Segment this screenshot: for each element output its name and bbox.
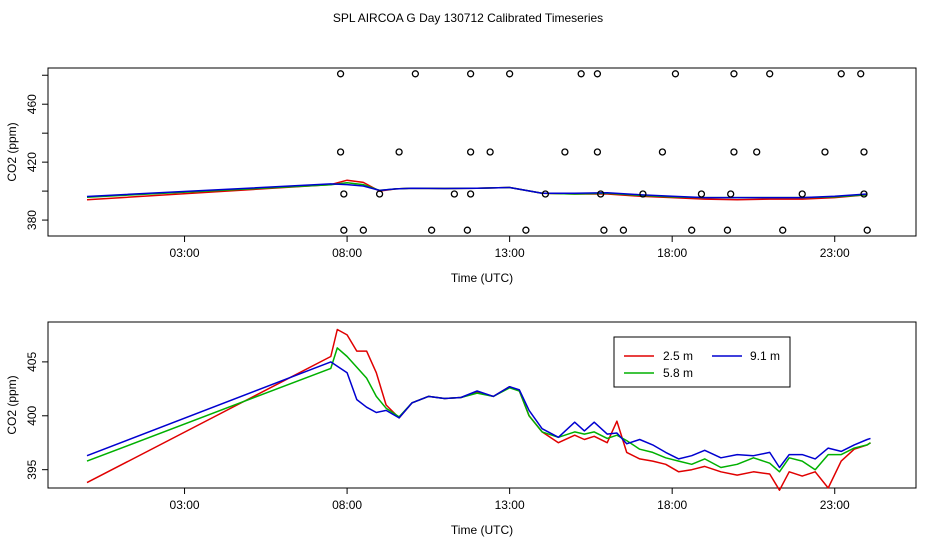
calibration-point: [697, 190, 706, 198]
top-y-tick-label: 420: [25, 152, 39, 172]
bottom-panel: 03:00 08:00 13:00 18:00 23:00 395 400 405 Time…: [5, 321, 917, 537]
calibration-point: [821, 148, 829, 156]
top-x-tick-label: 23:00: [820, 246, 850, 260]
bottom-y-axis-label: CO2 (ppm): [5, 375, 19, 434]
bottom-y-tick-label: 400: [25, 405, 39, 425]
calibration-point: [505, 70, 514, 78]
top-plot-frame: [47, 67, 917, 237]
calibration-point: [730, 148, 738, 156]
bottom-x-axis-label: Time (UTC): [451, 523, 513, 537]
calibration-point: [600, 226, 608, 234]
calibration-point: [658, 148, 667, 156]
calibration-point: [619, 226, 628, 234]
top-x-tick-label: 18:00: [657, 246, 687, 260]
bottom-plot-frame: [47, 321, 917, 489]
calibration-point: [593, 148, 602, 156]
calibration-point: [730, 70, 738, 78]
legend-label-5-8m: 5.8 m: [663, 366, 693, 380]
calibration-point: [541, 190, 550, 198]
calibration-point: [597, 190, 605, 198]
calibration-point: [860, 148, 868, 156]
calibration-point: [766, 70, 774, 78]
bottom-x-tick-label: 08:00: [332, 498, 362, 512]
bottom-y-tick-label: 405: [25, 352, 39, 372]
bottom-x-tick-label: 13:00: [495, 498, 525, 512]
bottom-x-tick-label: 03:00: [170, 498, 200, 512]
calibration-point: [463, 226, 472, 234]
calibration-point: [340, 190, 348, 198]
calibration-point: [395, 148, 403, 156]
calibration-point: [427, 226, 436, 234]
legend-label-9-1m: 9.1 m: [750, 349, 780, 363]
calibration-point: [863, 226, 871, 234]
calibration-point: [466, 148, 475, 156]
calibration-point: [561, 148, 569, 156]
bottom-series-line-5-8-m: [86, 347, 871, 473]
calibration-point: [450, 190, 459, 198]
calibration-point: [466, 190, 475, 198]
calibration-point: [375, 190, 384, 198]
bottom-series-line-9-1-m: [86, 361, 871, 469]
top-x-tick-label: 03:00: [170, 246, 200, 260]
calibration-point: [671, 70, 680, 78]
top-y-tick-label: 460: [25, 94, 39, 114]
bottom-x-tick-label: 23:00: [820, 498, 850, 512]
calibration-point: [522, 226, 530, 234]
top-y-axis-label: CO2 (ppm): [5, 122, 19, 181]
bottom-x-tick-label: 18:00: [657, 498, 687, 512]
calibration-point: [577, 70, 585, 78]
top-x-tick-label: 08:00: [332, 246, 362, 260]
calibration-point: [466, 70, 475, 78]
bottom-series-line-2-5-m: [86, 328, 871, 491]
calibration-point: [857, 70, 865, 78]
top-y-tick-label: 380: [25, 210, 39, 230]
top-series-line-9-1-m: [86, 183, 868, 199]
calibration-point: [753, 148, 761, 156]
legend: 2.5 m 5.8 m 9.1 m: [613, 336, 791, 388]
top-panel: 03:00 08:00 13:00 18:00 23:00 380 420 460 Time…: [5, 67, 917, 285]
calibration-point: [593, 70, 602, 78]
top-x-tick-label: 13:00: [495, 246, 525, 260]
calibration-point: [411, 70, 420, 78]
legend-label-2-5m: 2.5 m: [663, 349, 693, 363]
calibration-point: [837, 70, 845, 78]
calibration-point: [727, 190, 735, 198]
bottom-y-tick-label: 395: [25, 459, 39, 479]
calibration-point: [336, 148, 345, 156]
calibration-point: [340, 226, 348, 234]
calibration-point: [336, 70, 345, 78]
calibration-point: [860, 190, 868, 198]
calibration-point: [779, 226, 787, 234]
calibration-point: [486, 148, 494, 156]
calibration-point: [798, 190, 806, 198]
calibration-point: [688, 226, 696, 234]
calibration-point: [639, 190, 647, 198]
calibration-point: [359, 226, 367, 234]
top-x-axis-label: Time (UTC): [451, 271, 513, 285]
legend-box: [613, 336, 791, 388]
calibration-point: [723, 226, 732, 234]
chart-title: SPL AIRCOA G Day 130712 Calibrated Times…: [333, 11, 603, 25]
